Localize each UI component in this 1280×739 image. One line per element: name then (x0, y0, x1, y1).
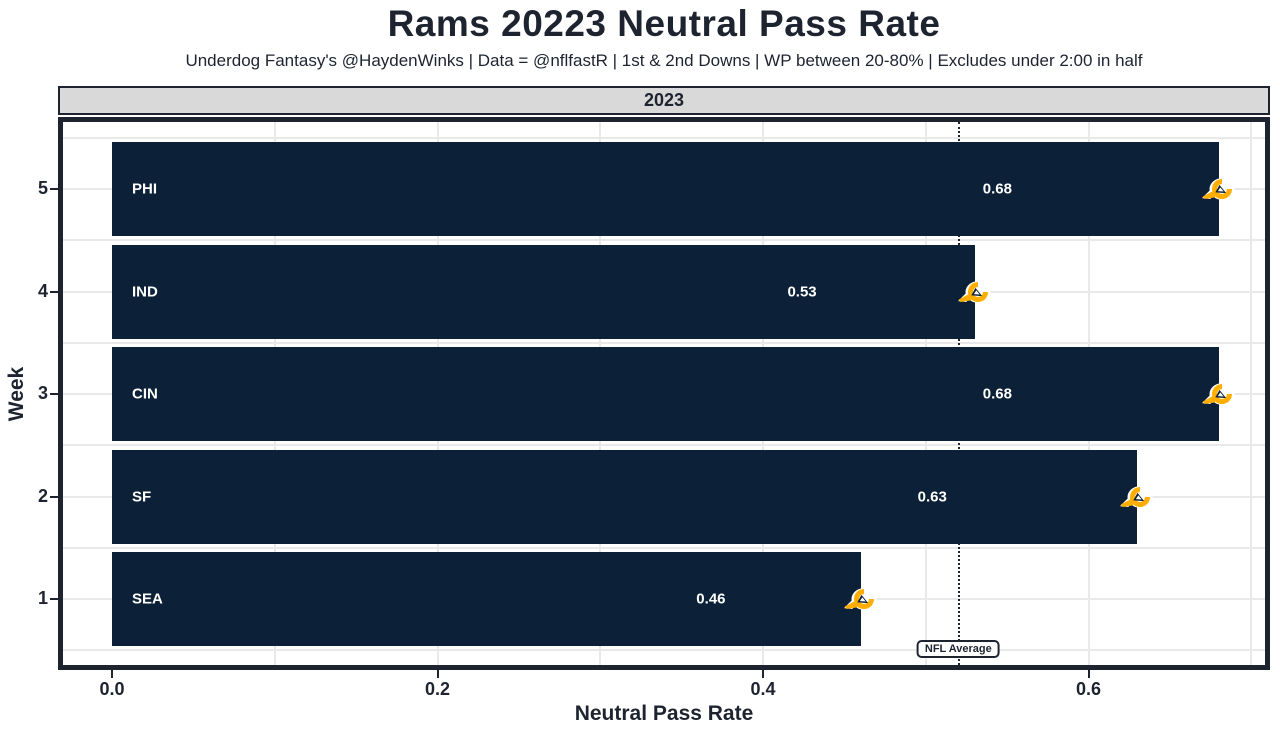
y-tick-label-week-1: 1 (37, 588, 48, 608)
rams-logo-icon (843, 588, 877, 610)
rams-logo (843, 584, 880, 619)
rams-logo-icon (1201, 383, 1235, 405)
x-axis-title: Neutral Pass Rate (574, 702, 754, 725)
opponent-label: PHI (132, 180, 158, 198)
y-axis-tick (50, 393, 58, 395)
gridline-horizontal (63, 546, 1265, 549)
opponent-label: SF (132, 488, 152, 505)
x-axis-tick (1087, 670, 1090, 678)
y-axis-tick (50, 598, 58, 600)
opponent-label: CIN (132, 385, 158, 403)
nfl-average-label: NFL Average (916, 640, 1000, 658)
x-tick-label-0.6: 0.6 (1075, 679, 1102, 699)
rams-logo (1201, 379, 1238, 414)
rams-logo-icon (1120, 485, 1153, 508)
gridline-horizontal (63, 444, 1265, 447)
gridline-horizontal (63, 341, 1265, 344)
x-axis-tick (762, 670, 764, 678)
value-label: 0.53 (787, 283, 817, 300)
gridline-horizontal (63, 136, 1265, 139)
y-tick-label-week-3: 3 (37, 383, 48, 403)
rams-logo (1119, 482, 1156, 517)
y-tick-label-week-5: 5 (37, 178, 48, 198)
x-tick-label-0.0: 0.0 (99, 679, 125, 699)
gridline-horizontal (63, 649, 1265, 652)
gridline-horizontal (63, 239, 1265, 242)
value-label: 0.68 (982, 180, 1012, 198)
bar-row-week-4 (112, 244, 975, 339)
bar-row-week-3 (112, 347, 1219, 441)
y-tick-label-week-4: 4 (37, 280, 48, 301)
value-label: 0.63 (917, 488, 947, 505)
y-tick-label-week-2: 2 (37, 485, 48, 506)
rams-logo-icon (957, 280, 991, 303)
rams-logo-icon (1201, 178, 1235, 200)
y-axis-tick (50, 188, 58, 190)
rams-logo (957, 277, 994, 312)
opponent-label: IND (132, 283, 158, 300)
y-axis-tick (50, 290, 58, 293)
facet-strip-2023: 2023 (58, 86, 1270, 115)
chart-title: Rams 20223 Neutral Pass Rate (387, 3, 941, 44)
x-axis-tick (111, 670, 113, 678)
value-label: 0.68 (982, 385, 1012, 403)
bar-row-week-1 (112, 552, 861, 646)
x-tick-label-0.2: 0.2 (424, 679, 451, 699)
opponent-label: SEA (132, 590, 163, 608)
value-label: 0.46 (696, 590, 726, 608)
y-axis-tick (50, 495, 58, 498)
chart-subtitle: Underdog Fantasy's @HaydenWinks | Data =… (185, 51, 1143, 70)
bar-row-week-2 (112, 449, 1138, 544)
rams-logo (1201, 174, 1238, 209)
x-tick-label-0.4: 0.4 (750, 679, 776, 699)
x-axis-tick (436, 670, 439, 678)
bar-row-week-5 (112, 142, 1219, 236)
